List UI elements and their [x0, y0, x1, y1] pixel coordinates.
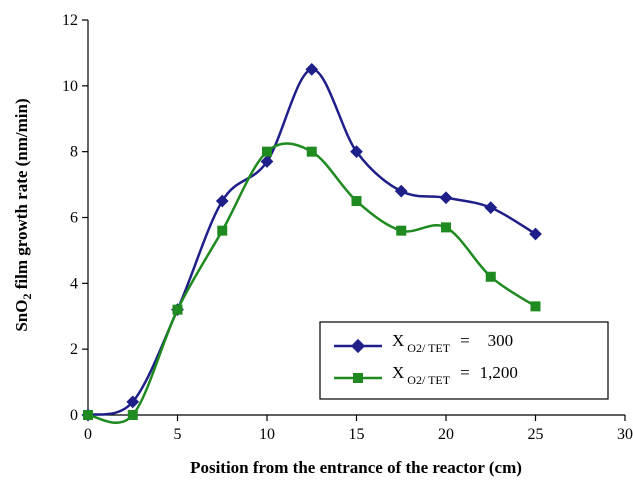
- legend-diamond-marker: [350, 338, 366, 354]
- data-point: [83, 410, 93, 420]
- legend-label-1: X O2/ TET = 300: [392, 331, 513, 355]
- data-point: [127, 410, 138, 420]
- y-axis-title-post: film growth rate (nm/min): [12, 98, 31, 293]
- y-tick-label: 8: [70, 144, 78, 161]
- y-tick-label: 10: [62, 78, 78, 95]
- data-point: [215, 194, 229, 208]
- legend-x-1: X: [392, 331, 404, 350]
- legend-x-2: X: [392, 363, 404, 382]
- legend-entry-2: X O2/ TET = 1,200: [334, 363, 518, 387]
- legend-eq-1: =: [460, 331, 470, 350]
- y-tick-label: 0: [70, 407, 78, 424]
- data-point: [260, 155, 274, 168]
- data-point: [126, 395, 140, 409]
- legend-eq-2: =: [460, 363, 470, 382]
- legend-square-marker: [353, 373, 363, 383]
- data-point: [217, 225, 228, 236]
- y-axis-title-subscript: 2: [20, 294, 34, 300]
- data-point: [529, 227, 542, 241]
- series-2-line: [87, 142, 537, 424]
- data-point: [350, 145, 363, 159]
- x-tick-label: 30: [617, 426, 633, 443]
- data-point: [485, 271, 496, 282]
- series-2: [83, 142, 541, 424]
- legend-entry-1: X O2/ TET = 300: [334, 331, 513, 355]
- y-tick-label: 12: [62, 12, 78, 29]
- x-tick-label: 10: [259, 426, 275, 443]
- legend-box: [319, 321, 609, 400]
- data-point: [439, 191, 453, 205]
- legend-sub-2: O2/ TET: [407, 373, 450, 387]
- legend-value-2: 1,200: [480, 363, 518, 382]
- legend: X O2/ TET = 300 X O2/ TET = 1,200: [319, 321, 609, 400]
- legend-value-1: 300: [488, 331, 514, 350]
- data-point: [172, 304, 183, 315]
- legend-label-2: X O2/ TET = 1,200: [392, 363, 518, 387]
- x-tick-label: 25: [528, 426, 544, 443]
- data-point: [351, 196, 362, 207]
- data-point: [394, 184, 408, 198]
- data-point: [262, 146, 272, 157]
- y-tick-label: 2: [70, 341, 78, 358]
- data-point: [530, 301, 541, 312]
- data-point: [484, 201, 498, 214]
- series-layer: [81, 63, 542, 424]
- legend-sub-1: O2/ TET: [407, 341, 450, 355]
- data-point: [396, 225, 407, 236]
- x-axis-title: Position from the entrance of the reacto…: [190, 458, 522, 477]
- x-tick-label: 15: [349, 426, 365, 443]
- data-point: [441, 222, 451, 233]
- x-tick-label: 20: [438, 426, 454, 443]
- y-tick-label: 6: [70, 210, 78, 227]
- y-axis-title: SnO2 film growth rate (nm/min): [12, 98, 34, 331]
- y-axis-title-sub: O: [12, 300, 31, 313]
- data-point: [306, 146, 317, 157]
- data-point: [305, 63, 319, 76]
- y-axis-title-pre: Sn: [12, 312, 31, 331]
- x-tick-label: 0: [84, 426, 92, 443]
- x-tick-label: 5: [174, 426, 182, 443]
- axes: [82, 19, 626, 421]
- y-tick-label: 4: [70, 275, 78, 292]
